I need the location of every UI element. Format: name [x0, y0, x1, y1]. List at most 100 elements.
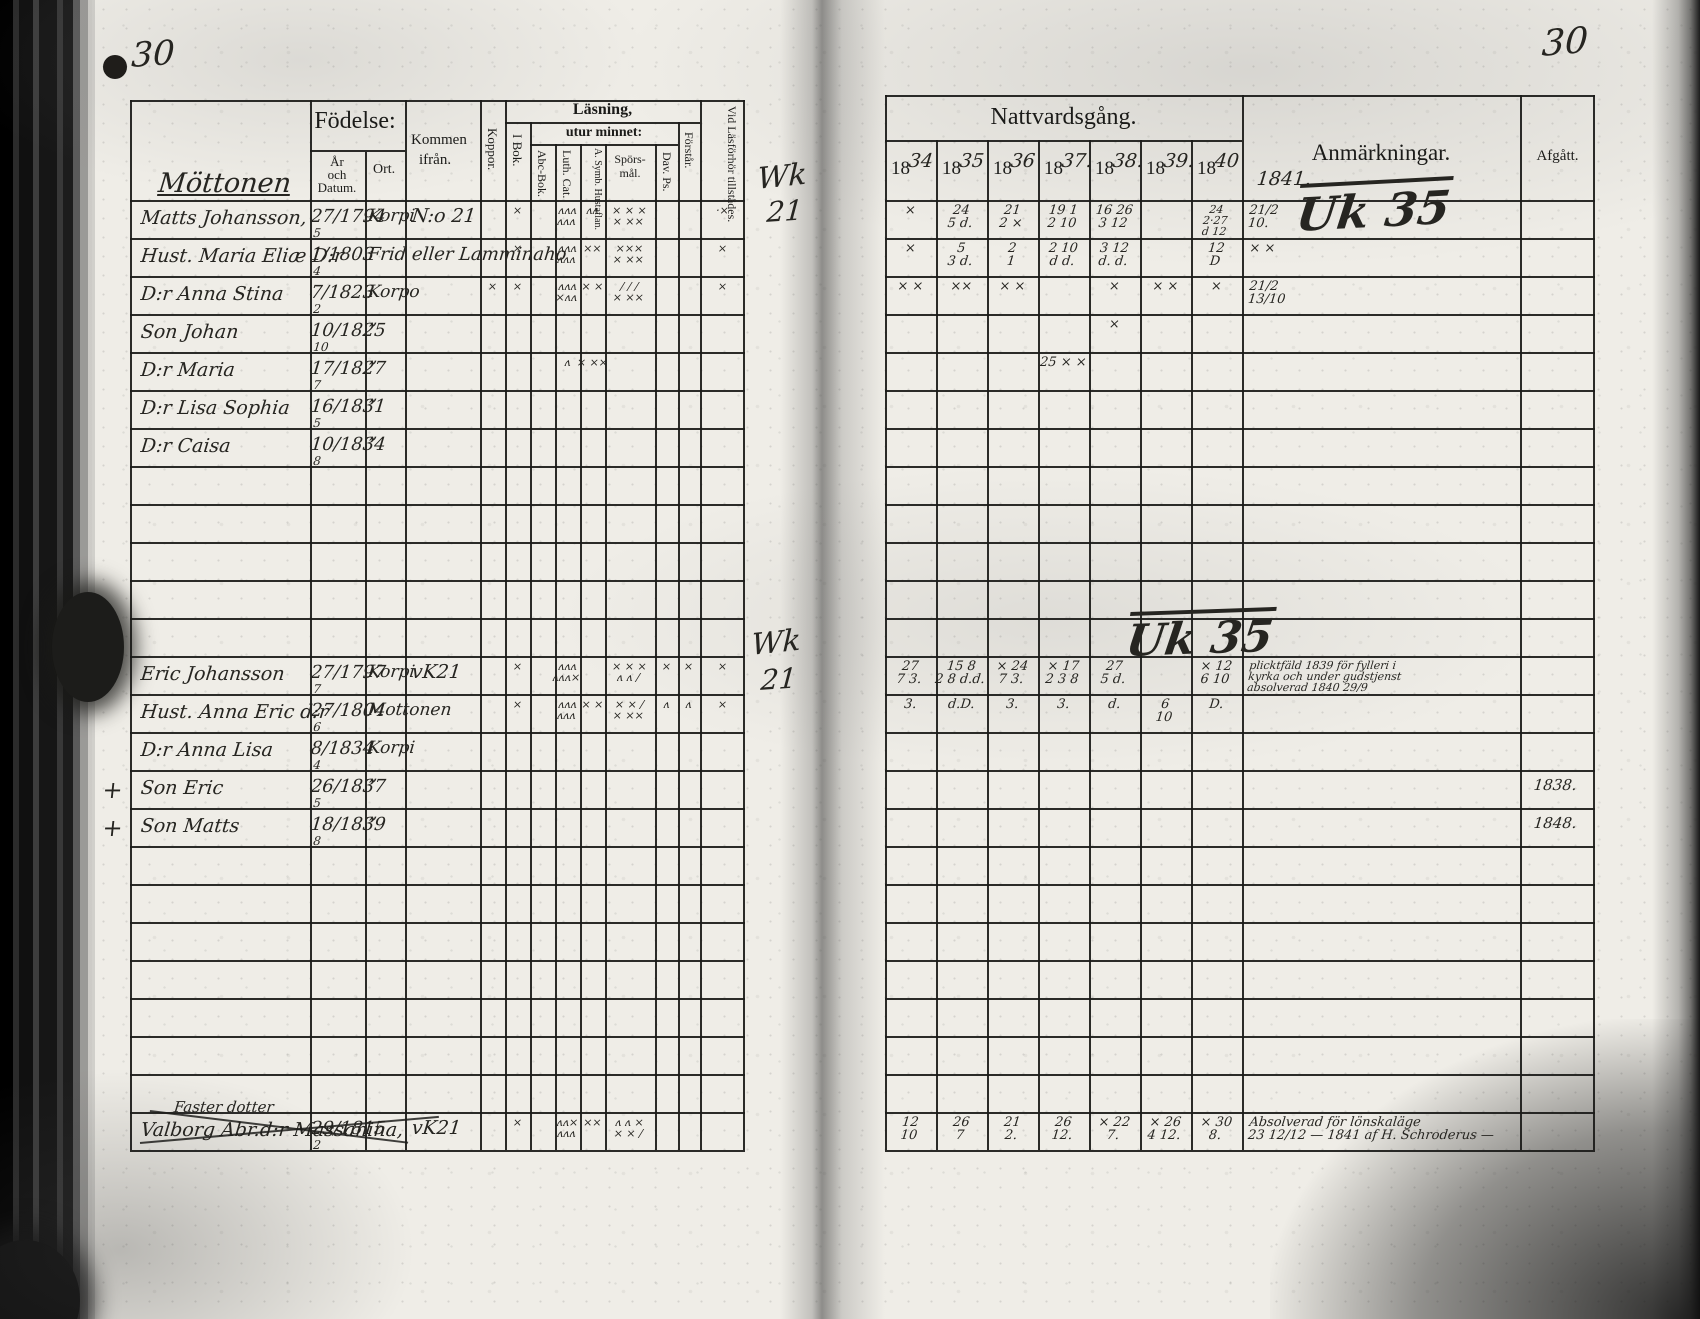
table-rule-vertical [310, 100, 312, 1150]
table-rule-vertical [700, 100, 702, 1150]
row-rule [885, 1112, 1595, 1114]
left-table-right-border [743, 100, 745, 1150]
margin-note-wk-top-number: 21 [765, 193, 804, 229]
birth-month: 7 [312, 682, 322, 696]
row-rule [130, 694, 745, 696]
came-from-note: N:o 21 [410, 205, 478, 227]
table-rule-vertical [580, 144, 582, 1150]
person-name: D:r Anna Stina [139, 283, 285, 305]
birth-date: 7/1823 [309, 282, 376, 303]
reading-marks: × ×× [575, 356, 609, 369]
year-handwritten-suffix: 37. [1060, 150, 1094, 172]
reading-marks: ××× × ×× [612, 242, 645, 266]
birth-month: 10 [312, 340, 330, 354]
birth-date: 8/1834 [309, 738, 376, 759]
row-rule [130, 618, 745, 620]
table-rule-vertical [530, 122, 532, 1150]
table-rule-horizontal [310, 150, 405, 152]
reading-marks: / / / × ×× [612, 280, 645, 304]
birth-month: 2 [312, 302, 322, 316]
birth-month: 5 [312, 226, 322, 240]
header-anmarkningar: Anmärkningar. [1311, 140, 1451, 165]
year-printed-prefix: 18 [1146, 158, 1165, 179]
row-rule [885, 618, 1595, 620]
reading-marks: ·× [714, 204, 729, 217]
header-abc-bok: Abc-Bok. [535, 150, 549, 197]
row-rule [885, 732, 1595, 734]
birth-month: 6 [312, 720, 322, 734]
row-rule [130, 314, 745, 316]
row-rule [885, 466, 1595, 468]
reading-marks: × [716, 280, 728, 293]
birth-place: Korpi [366, 662, 416, 682]
row-rule [130, 580, 745, 582]
birth-month: 8 [312, 454, 322, 468]
row-rule [130, 846, 745, 848]
film-edge-right [1652, 0, 1700, 1319]
table-rule-horizontal [885, 200, 1595, 202]
row-rule [130, 200, 745, 202]
communion-date: 3 12 d. d. [1097, 241, 1130, 269]
row-rule [885, 656, 1595, 658]
header-lasning: Läsning, [572, 101, 633, 118]
header-dav-ps: Dav. Ps. [660, 152, 674, 192]
reading-marks: × [716, 242, 728, 255]
reading-marks: × × × × ×× [611, 204, 648, 228]
row-rule [130, 922, 745, 924]
communion-date: 25 × × [1038, 355, 1087, 370]
relationship-note: Faster dotter [173, 1098, 275, 1116]
departed-year: 1848. [1532, 814, 1578, 832]
ink-blob-left [52, 592, 124, 702]
right-table-right-border [1593, 95, 1595, 1150]
birth-month: 5 [312, 796, 322, 810]
header-sporsmal-1: Spörs- [614, 152, 646, 166]
table-rule-vertical [405, 100, 407, 1150]
year-handwritten-suffix: 39. [1162, 150, 1196, 172]
row-rule [130, 542, 745, 544]
row-rule [130, 238, 745, 240]
year-handwritten-suffix: 36 [1009, 150, 1037, 172]
person-name: D:r Lisa Sophia [139, 397, 291, 419]
communion-date: 16 26 3 12 [1094, 203, 1134, 231]
left-table-top-border [130, 100, 745, 102]
header-fodelse: Födelse: [314, 108, 396, 134]
row-rule [885, 846, 1595, 848]
communion-date: × × [998, 279, 1026, 294]
row-rule [130, 428, 745, 430]
table-rule-vertical [365, 152, 367, 1150]
table-rule-vertical [678, 122, 680, 1150]
year-handwritten-suffix: 35 [958, 150, 986, 172]
table-rule-vertical [1089, 140, 1091, 1150]
table-rule-vertical [555, 144, 557, 1150]
table-rule-horizontal [505, 122, 700, 124]
year-handwritten-suffix: 34 [907, 150, 935, 172]
remark-note: plicktfäld 1839 för fylleri i kyrka och u… [1246, 659, 1402, 694]
year-printed-prefix: 18 [1095, 158, 1114, 179]
table-rule-vertical [1038, 140, 1040, 1150]
row-rule [130, 1036, 745, 1038]
birth-place: Mottonen [366, 700, 453, 720]
table-rule-vertical [1191, 140, 1193, 1150]
birth-month: 4 [312, 264, 322, 278]
person-name: D:r Caisa [139, 435, 232, 457]
right-table-left-border [885, 95, 887, 1150]
row-rule [130, 808, 745, 810]
left-page-number: 30 [130, 32, 176, 76]
table-rule-vertical [1520, 95, 1522, 1150]
row-rule [885, 314, 1595, 316]
margin-note-uk-mid: Uk 35 [1122, 610, 1277, 667]
deceased-cross-mark: + [101, 776, 125, 804]
header-forstar: Förstår. [682, 132, 696, 169]
person-name: D:r Maria [139, 359, 237, 381]
birth-place: Korpi [366, 738, 416, 758]
communion-date: × [1107, 317, 1121, 332]
row-rule [130, 656, 745, 658]
birth-month: 8 [312, 834, 322, 848]
communion-date: 12 D [1206, 241, 1225, 269]
year-printed-prefix: 18 [1197, 158, 1216, 179]
birth-month: 4 [312, 758, 322, 772]
birth-month: 5 [312, 416, 322, 430]
header-nattvardsgang: Nattvardsgång. [990, 104, 1137, 130]
header-symb-hustaflan: A. Symb. Hustaflan. [592, 148, 603, 230]
